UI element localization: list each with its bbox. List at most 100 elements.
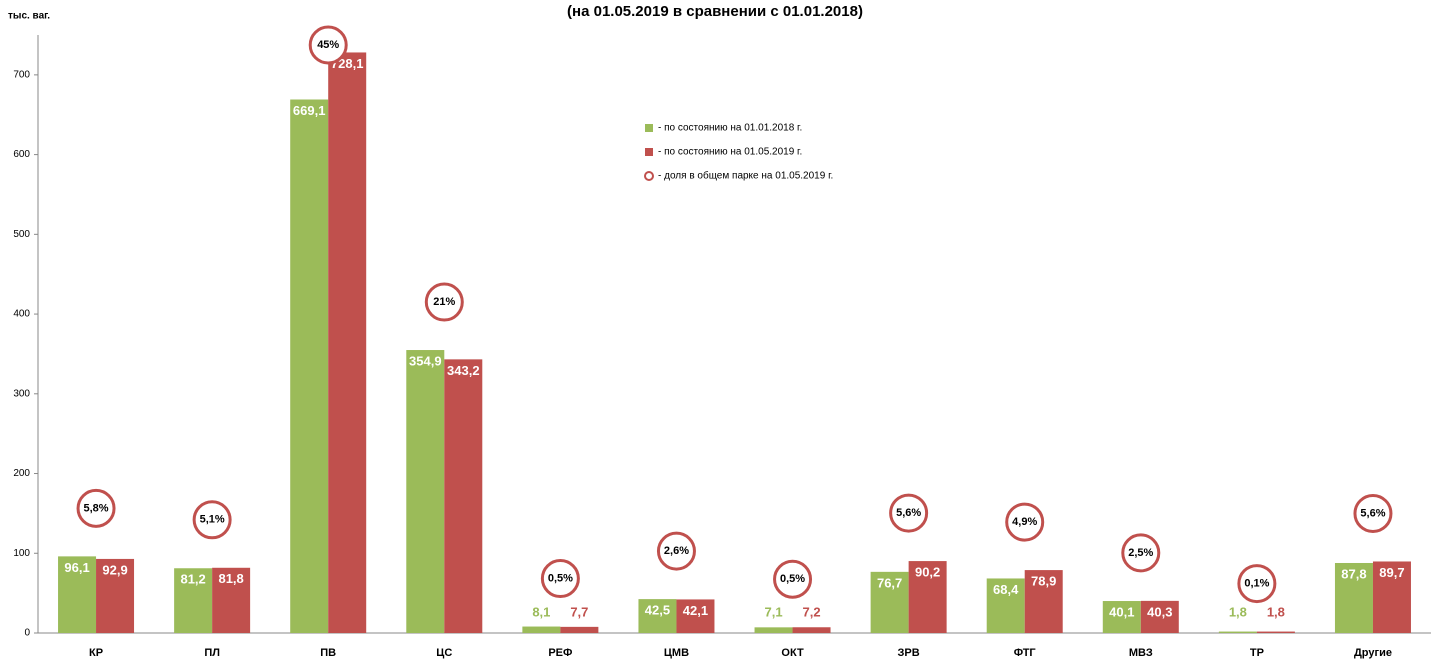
- bar: [986, 578, 1025, 633]
- legend-marker: [645, 148, 653, 156]
- value-label: 40,1: [1109, 604, 1134, 619]
- share-label: 45%: [317, 39, 339, 51]
- value-label: 343,2: [447, 363, 480, 378]
- x-tick-label: ФТГ: [1014, 647, 1037, 659]
- value-label: 92,9: [102, 562, 127, 577]
- bar: [754, 627, 793, 633]
- value-label: 87,8: [1341, 566, 1366, 581]
- share-label: 5,1%: [200, 514, 225, 526]
- x-tick-label: КР: [89, 647, 103, 659]
- share-marker: [76, 488, 116, 528]
- share-label: 0,1%: [1244, 577, 1269, 589]
- x-tick-label: ЗРВ: [898, 647, 920, 659]
- value-label: 7,2: [803, 604, 821, 619]
- bar: [174, 568, 213, 633]
- value-label: 96,1: [64, 560, 89, 575]
- share-marker: [540, 559, 580, 599]
- bar: [676, 599, 715, 633]
- value-label: 42,1: [683, 603, 708, 618]
- bar: [1256, 631, 1295, 633]
- share-label: 2,6%: [664, 545, 689, 557]
- bar: [290, 99, 329, 633]
- value-label: 7,1: [765, 604, 783, 619]
- bar: [870, 571, 909, 633]
- value-label: 40,3: [1147, 604, 1172, 619]
- bar: [908, 561, 947, 633]
- bar: [792, 627, 831, 633]
- share-label: 5,8%: [84, 502, 109, 514]
- value-label: 81,2: [180, 572, 205, 587]
- value-label: 81,8: [218, 571, 243, 586]
- value-label: 89,7: [1379, 565, 1404, 580]
- bar: [638, 599, 677, 633]
- share-marker: [773, 559, 813, 599]
- x-tick-label: ОКТ: [781, 647, 804, 659]
- legend-marker: [644, 171, 654, 181]
- y-tick-label: 200: [13, 468, 30, 479]
- value-label: 90,2: [915, 565, 940, 580]
- bar: [1372, 561, 1411, 633]
- y-tick-label: 100: [13, 548, 30, 559]
- bar: [1218, 631, 1257, 633]
- bar: [96, 558, 135, 633]
- y-tick-label: 700: [13, 70, 30, 81]
- y-tick-label: 300: [13, 388, 30, 399]
- value-label: 1,8: [1267, 604, 1285, 619]
- legend-label: - по состоянию на 01.01.2018 г.: [658, 123, 802, 134]
- bar: [328, 52, 367, 633]
- x-tick-label: ПЛ: [204, 647, 220, 659]
- bar: [212, 567, 251, 633]
- x-tick-label: РЕФ: [548, 647, 572, 659]
- bar: [1140, 600, 1179, 633]
- share-label: 21%: [433, 296, 455, 308]
- bar: [58, 556, 97, 633]
- share-label: 0,5%: [548, 572, 573, 584]
- share-marker: [1237, 564, 1277, 604]
- value-label: 354,9: [409, 353, 442, 368]
- share-marker: [1005, 502, 1045, 542]
- y-tick-label: 0: [24, 628, 30, 639]
- x-tick-label: Другие: [1354, 647, 1392, 659]
- x-tick-label: ЦМВ: [664, 647, 689, 659]
- bar: [1102, 601, 1141, 633]
- value-label: 78,9: [1031, 574, 1056, 589]
- share-label: 0,5%: [780, 573, 805, 585]
- share-marker: [656, 531, 696, 571]
- value-label: 1,8: [1229, 604, 1247, 619]
- y-tick-label: 500: [13, 229, 30, 240]
- share-marker: [1121, 533, 1161, 573]
- y-tick-label: 400: [13, 309, 30, 320]
- bar: [1334, 562, 1373, 633]
- legend-marker: [645, 124, 653, 132]
- bar: [1024, 570, 1063, 633]
- share-marker: [192, 500, 232, 540]
- legend-label: - по состоянию на 01.05.2019 г.: [658, 147, 802, 158]
- value-label: 669,1: [293, 103, 326, 118]
- legend-label: - доля в общем парке на 01.05.2019 г.: [658, 170, 833, 182]
- y-tick-label: 600: [13, 149, 30, 160]
- share-marker: [308, 25, 348, 65]
- share-label: 2,5%: [1128, 547, 1153, 559]
- share-marker: [1353, 493, 1393, 533]
- y-axis-label: тыс. ваг.: [8, 11, 50, 22]
- x-tick-label: ПВ: [320, 647, 336, 659]
- value-label: 42,5: [645, 603, 670, 618]
- bar: [560, 626, 599, 633]
- x-tick-label: ЦС: [436, 647, 452, 659]
- bar: [406, 350, 445, 633]
- chart-title: (на 01.05.2019 в сравнении с 01.01.2018): [567, 3, 863, 20]
- bar: [522, 626, 561, 633]
- x-tick-label: МВЗ: [1129, 647, 1153, 659]
- x-tick-label: ТР: [1250, 647, 1264, 659]
- share-label: 4,9%: [1012, 516, 1037, 528]
- share-marker: [889, 493, 929, 533]
- value-label: 76,7: [877, 575, 902, 590]
- value-label: 8,1: [532, 604, 550, 619]
- value-label: 68,4: [993, 582, 1019, 597]
- share-marker: [424, 282, 464, 322]
- value-label: 7,7: [570, 604, 588, 619]
- bar: [444, 359, 483, 633]
- share-label: 5,6%: [1360, 507, 1385, 519]
- share-label: 5,6%: [896, 507, 921, 519]
